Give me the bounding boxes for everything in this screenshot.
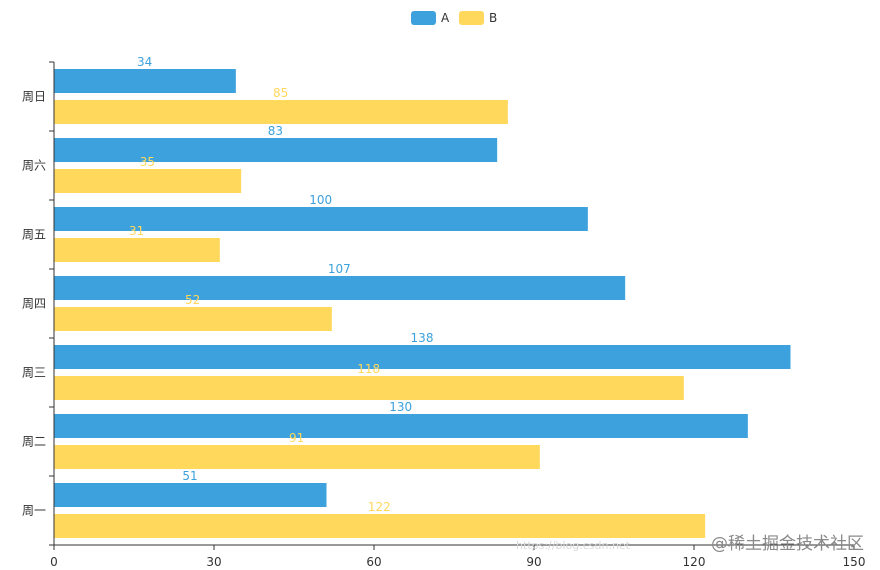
bar-b bbox=[54, 514, 706, 538]
bar-b bbox=[54, 445, 540, 469]
watermark-faint-text: https://blog.csdn.net bbox=[516, 539, 630, 552]
y-tick-label: 周四 bbox=[22, 297, 46, 311]
data-label-a: 34 bbox=[137, 55, 152, 69]
y-tick-label: 周二 bbox=[22, 435, 46, 449]
data-label-b: 91 bbox=[289, 431, 304, 445]
bar-a bbox=[54, 69, 236, 93]
x-tick-label: 0 bbox=[50, 555, 58, 569]
data-label-b: 118 bbox=[357, 362, 380, 376]
bar-a bbox=[54, 414, 748, 438]
bar-a bbox=[54, 207, 588, 231]
data-label-b: 52 bbox=[185, 293, 200, 307]
bar-a bbox=[54, 138, 498, 162]
data-label-a: 138 bbox=[411, 331, 434, 345]
legend-label-a: A bbox=[441, 11, 450, 25]
data-label-a: 100 bbox=[309, 193, 332, 207]
bar-b bbox=[54, 169, 242, 193]
y-tick-label: 周日 bbox=[22, 90, 46, 104]
bar-b bbox=[54, 307, 332, 331]
x-tick-label: 150 bbox=[843, 555, 866, 569]
x-tick-label: 60 bbox=[366, 555, 381, 569]
y-tick-label: 周六 bbox=[22, 159, 46, 173]
bar-b bbox=[54, 376, 684, 400]
bar-a bbox=[54, 276, 626, 300]
y-tick-label: 周一 bbox=[22, 504, 46, 518]
x-tick-label: 30 bbox=[206, 555, 221, 569]
data-label-b: 31 bbox=[129, 224, 144, 238]
legend-swatch-a bbox=[411, 11, 436, 25]
data-label-a: 83 bbox=[268, 124, 283, 138]
y-tick-label: 周五 bbox=[22, 228, 46, 242]
data-label-a: 130 bbox=[389, 400, 412, 414]
data-label-b: 85 bbox=[273, 86, 288, 100]
data-label-a: 107 bbox=[328, 262, 351, 276]
data-label-b: 122 bbox=[368, 500, 391, 514]
watermark-text: @稀土掘金技术社区 bbox=[711, 534, 864, 554]
data-label-b: 35 bbox=[140, 155, 155, 169]
legend-label-b: B bbox=[489, 11, 497, 25]
x-tick-label: 90 bbox=[526, 555, 541, 569]
data-label-a: 51 bbox=[182, 469, 197, 483]
x-tick-label: 120 bbox=[683, 555, 706, 569]
y-tick-label: 周三 bbox=[22, 366, 46, 380]
bar-b bbox=[54, 100, 508, 124]
bar-a bbox=[54, 345, 791, 369]
legend-swatch-b bbox=[459, 11, 484, 25]
bar-a bbox=[54, 483, 327, 507]
bar-b bbox=[54, 238, 220, 262]
